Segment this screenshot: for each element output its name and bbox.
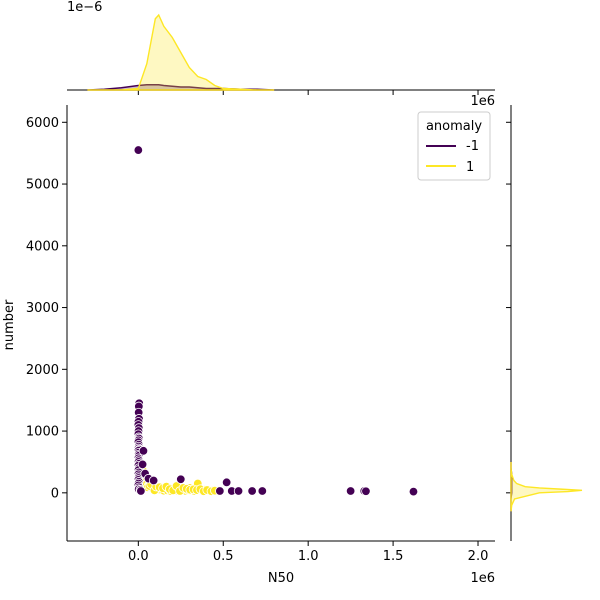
- y-tick-label-6: 6000: [26, 116, 59, 131]
- x-tick-label-1: 0.5: [213, 549, 234, 564]
- right-marginal-plot: [506, 105, 583, 541]
- data-point-neg1-55: [361, 486, 371, 496]
- data-point-neg1-42: [136, 486, 146, 496]
- top-marginal-kde-pos1: [87, 13, 275, 91]
- y-tick-label-0: 0: [51, 486, 59, 501]
- y-tick-label-4: 4000: [26, 239, 59, 254]
- x-tick-label-4: 2.0: [468, 549, 489, 564]
- top-marginal-plot: [67, 13, 495, 95]
- y-tick-label-5: 5000: [26, 178, 59, 193]
- data-point-neg1-46: [176, 474, 186, 484]
- x-offset-text: 1e6: [470, 571, 495, 586]
- data-point-neg1-53: [345, 486, 356, 496]
- x-tick-label-2: 1.0: [298, 549, 319, 564]
- y-tick-label-2: 2000: [26, 363, 59, 378]
- y-axis-label: number: [2, 299, 17, 350]
- top-marginal-offset-text: 1e−6: [67, 0, 102, 15]
- x-axis-label: N50: [268, 571, 294, 586]
- data-point-neg1-50: [233, 486, 244, 496]
- data-point-neg1-48: [215, 486, 225, 496]
- legend-title: anomaly: [426, 119, 482, 134]
- x-tick-label-0: 0.0: [128, 549, 149, 564]
- y-tick-label-1: 1000: [26, 425, 59, 440]
- legend: anomaly -1 1: [417, 111, 491, 181]
- legend-label-1: 1: [466, 160, 474, 175]
- data-point-neg1-47: [221, 477, 232, 488]
- data-point-neg1-40: [138, 446, 149, 456]
- right-marginal-kde-pos1: [510, 461, 583, 512]
- data-point-neg1-52: [257, 486, 268, 496]
- y-tick-label-3: 3000: [26, 301, 59, 316]
- x-tick-label-3: 1.5: [383, 549, 404, 564]
- legend-label-neg1: -1: [466, 139, 479, 154]
- main-scatter-plot: 0.0 0.5 1.0 1.5 2.0 0 1000 2000 3000 4000 5000 6000: [26, 105, 495, 564]
- right-marginal-offset-text: 1e6: [470, 94, 495, 109]
- data-point-neg1-39: [137, 459, 148, 470]
- data-point-neg1-0: [133, 145, 144, 155]
- data-point-neg1-45: [148, 475, 159, 486]
- data-point-neg1-51: [247, 486, 257, 496]
- data-point-neg1-56: [408, 486, 419, 497]
